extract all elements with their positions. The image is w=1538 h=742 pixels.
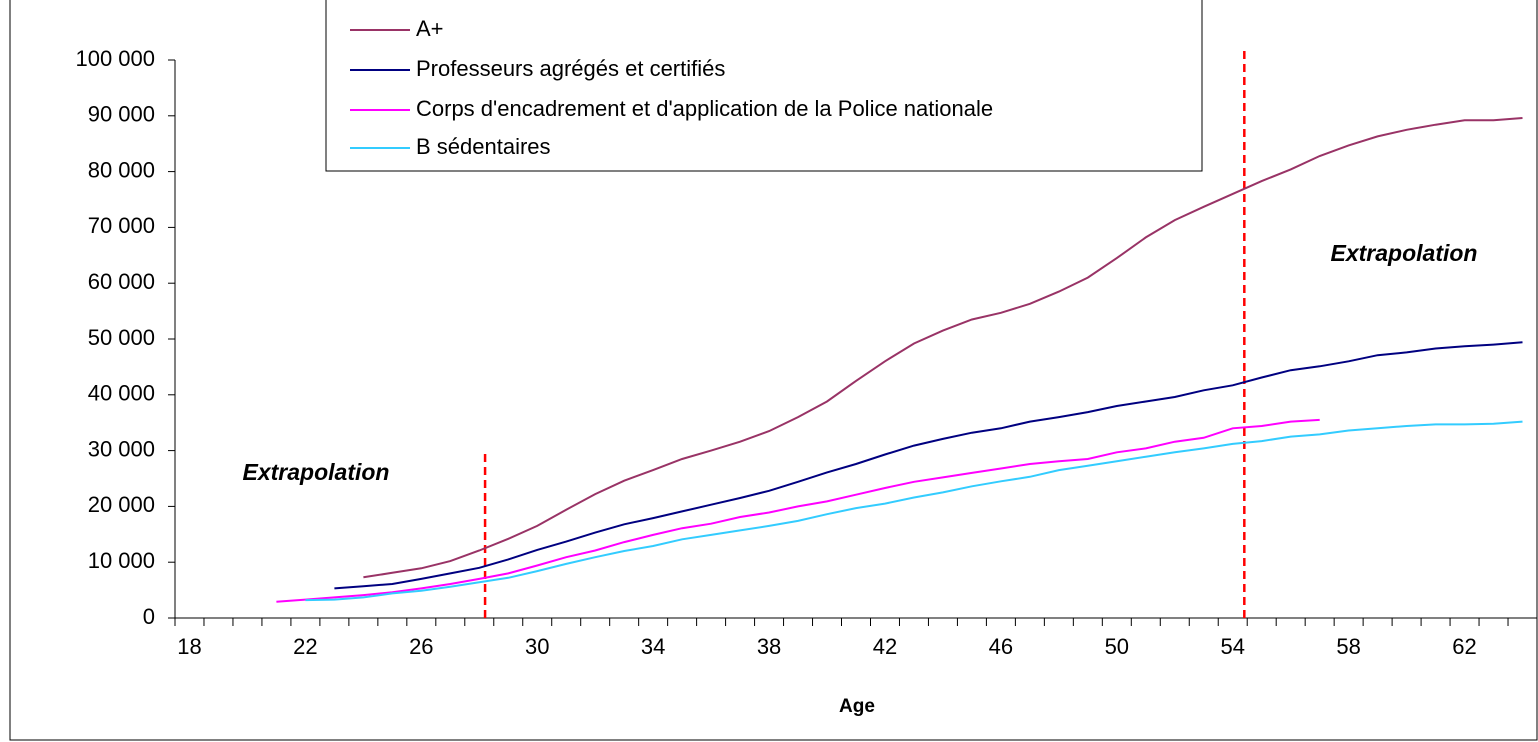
x-tick-label: 34: [641, 634, 665, 659]
x-tick-label: 54: [1220, 634, 1244, 659]
series-line: [305, 420, 1523, 602]
y-tick-label: 100 000: [75, 46, 155, 71]
x-tick-label: 22: [293, 634, 317, 659]
x-tick-label: 46: [989, 634, 1013, 659]
y-tick-label: 0: [143, 604, 155, 629]
y-tick-label: 70 000: [88, 213, 155, 238]
x-tick-label: 38: [757, 634, 781, 659]
y-tick-label: 50 000: [88, 325, 155, 350]
series-line: [276, 418, 1320, 603]
x-tick-label: 26: [409, 634, 433, 659]
legend-label: B sédentaires: [416, 134, 551, 159]
y-tick-label: 60 000: [88, 269, 155, 294]
x-tick-label: 62: [1452, 634, 1476, 659]
legend-label: Corps d'encadrement et d'application de …: [416, 96, 993, 121]
x-tick-label: 42: [873, 634, 897, 659]
annotation: Extrapolation: [243, 459, 390, 485]
x-tick-label: 58: [1336, 634, 1360, 659]
x-axis-label: Age: [839, 696, 875, 717]
y-tick-label: 30 000: [88, 436, 155, 461]
chart-border: [9, 0, 1538, 741]
y-tick-label: 80 000: [88, 157, 155, 182]
y-tick-label: 20 000: [88, 492, 155, 517]
x-tick-label: 30: [525, 634, 549, 659]
y-tick-label: 40 000: [88, 381, 155, 406]
y-tick-label: 10 000: [88, 548, 155, 573]
x-tick-label: 18: [177, 634, 201, 659]
annotation: Extrapolation: [1331, 240, 1478, 266]
legend-label: Professeurs agrégés et certifiés: [416, 56, 725, 81]
y-tick-label: 90 000: [88, 102, 155, 127]
legend: [325, 0, 1203, 172]
series-line: [363, 117, 1523, 579]
series-line: [334, 341, 1523, 590]
x-tick-label: 50: [1105, 634, 1129, 659]
legend-label: A+: [416, 16, 444, 41]
